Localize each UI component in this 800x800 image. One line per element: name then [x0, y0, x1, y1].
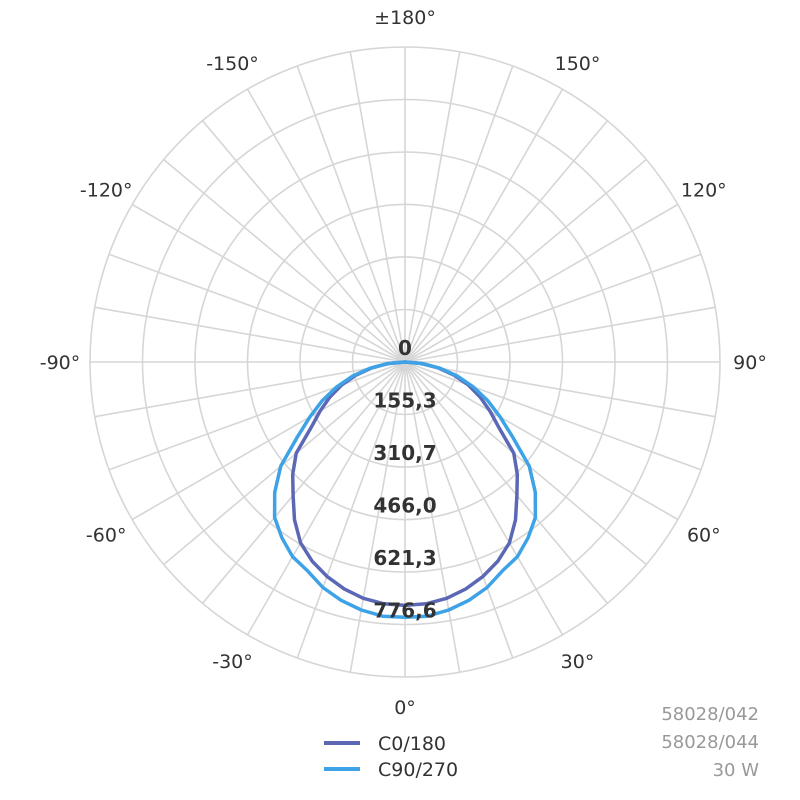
grid-spoke — [108, 361, 406, 471]
grid-spoke — [94, 306, 406, 363]
grid-spoke — [404, 361, 716, 418]
grid-spoke — [296, 65, 406, 363]
intensity-curves — [272, 360, 538, 619]
radial-label: 310,7 — [373, 441, 436, 465]
grid-spoke — [296, 361, 406, 659]
grid-spoke — [404, 158, 647, 363]
angle-label: -30° — [212, 651, 253, 673]
angle-label: 150° — [555, 53, 601, 75]
grid-spoke — [349, 51, 406, 363]
angle-label: 120° — [681, 180, 727, 202]
grid-spoke — [404, 203, 679, 363]
grid-spoke — [201, 361, 406, 604]
angle-label: 60° — [687, 525, 721, 547]
angle-label: -60° — [86, 525, 127, 547]
grid-spoke — [404, 361, 609, 604]
grid-spoke — [201, 120, 406, 363]
grid-spoke — [404, 361, 564, 636]
grid-spoke — [404, 51, 461, 363]
grid-spoke — [404, 253, 702, 363]
series-line-c90-270 — [272, 360, 538, 619]
angle-label: -120° — [80, 180, 133, 202]
angle-label: 90° — [733, 352, 767, 374]
angle-label: ±180° — [374, 7, 436, 29]
product-power: 30 W — [713, 760, 760, 781]
grid-spoke — [404, 65, 514, 363]
product-code-1: 58028/042 — [661, 704, 759, 725]
angle-labels: ±180° 150° 120° 90° 60° 30° 0° -30° -60° -90° -120… — [40, 7, 767, 719]
product-info: 58028/042 58028/044 30 W — [661, 704, 759, 781]
grid-spoke — [131, 361, 406, 521]
legend-label-c90-270: C90/270 — [378, 759, 458, 781]
grid-spoke — [404, 361, 461, 673]
grid-spoke — [404, 361, 679, 521]
angle-label: 0° — [394, 697, 416, 719]
legend-label-c0-180: C0/180 — [378, 733, 446, 755]
grid-spoke — [404, 361, 702, 471]
radial-label: 0 — [398, 336, 412, 360]
product-code-2: 58028/044 — [661, 732, 759, 753]
grid-spoke — [94, 361, 406, 418]
legend: C0/180 C90/270 — [324, 733, 458, 781]
grid-spoke — [404, 88, 564, 363]
grid-spoke — [404, 361, 514, 659]
grid-spoke — [246, 361, 406, 636]
radial-label: 776,6 — [373, 599, 436, 623]
angle-label: -90° — [40, 352, 81, 374]
radial-label: 621,3 — [373, 546, 436, 570]
grid-spoke — [404, 306, 716, 363]
grid-spoke — [246, 88, 406, 363]
grid-spoke — [404, 120, 609, 363]
radial-labels: 0 155,3 310,7 466,0 621,3 776,6 — [373, 336, 436, 623]
grid-spoke — [108, 253, 406, 363]
grid-spoke — [349, 361, 406, 673]
grid-spoke — [163, 158, 406, 363]
grid-spoke — [131, 203, 406, 363]
angle-label: 30° — [561, 651, 595, 673]
radial-label: 155,3 — [373, 388, 436, 412]
angle-label: -150° — [206, 53, 259, 75]
radial-label: 466,0 — [373, 494, 436, 518]
